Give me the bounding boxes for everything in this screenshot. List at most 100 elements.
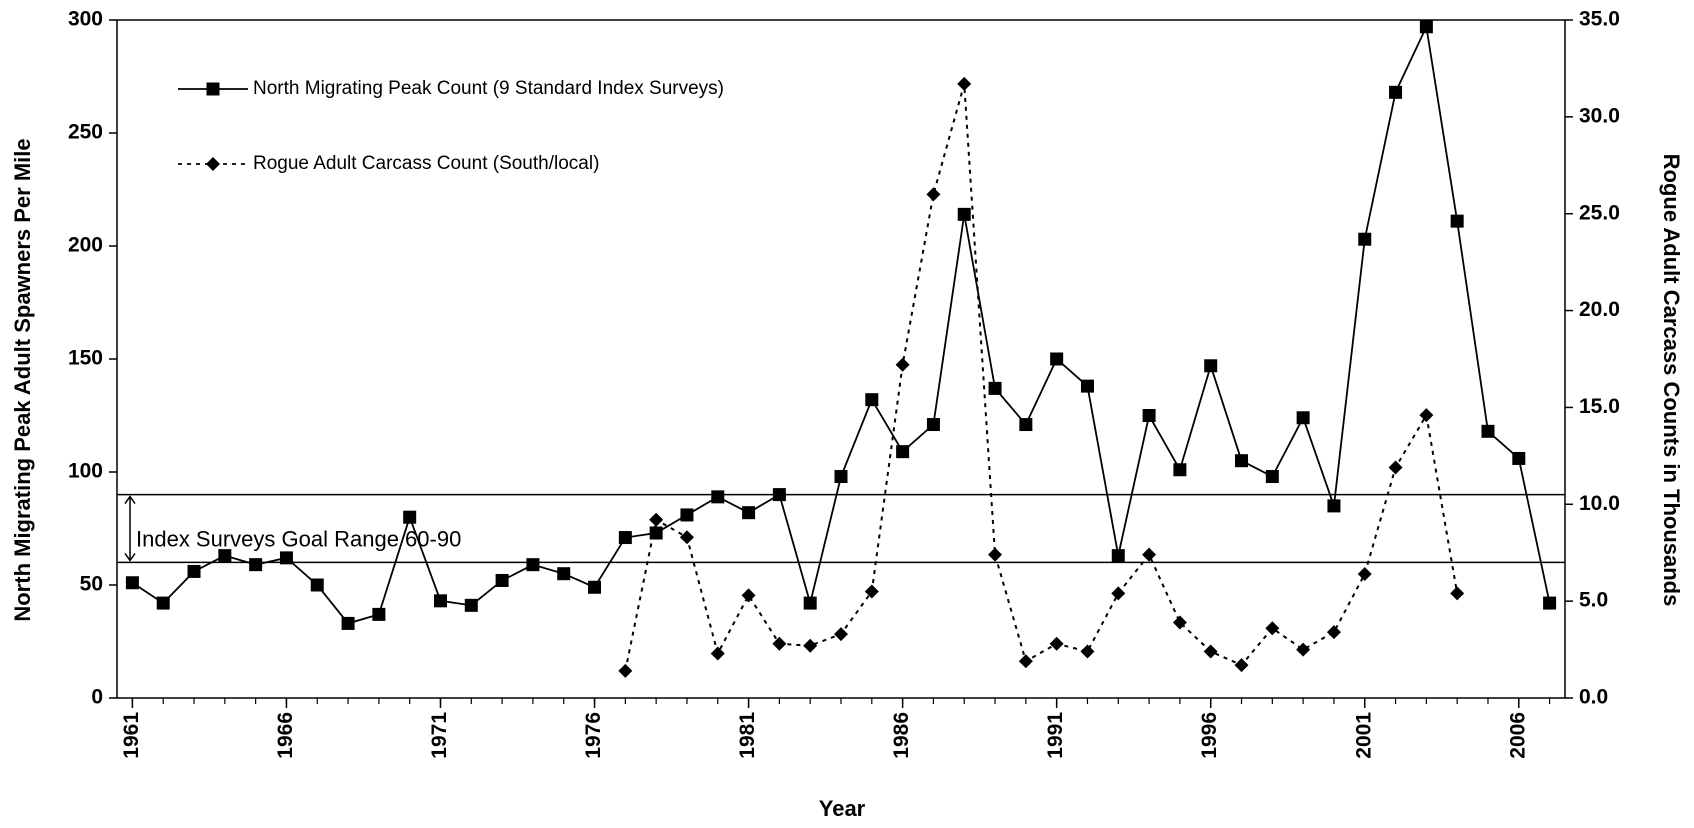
marker bbox=[926, 418, 940, 432]
marker bbox=[125, 576, 139, 590]
marker bbox=[896, 445, 910, 459]
x-tick-label: 2001 bbox=[1352, 712, 1375, 759]
marker bbox=[1142, 547, 1157, 562]
marker bbox=[372, 607, 386, 621]
marker bbox=[1296, 642, 1311, 657]
marker bbox=[1080, 644, 1095, 659]
marker bbox=[1419, 408, 1434, 423]
x-tick-label: 1971 bbox=[428, 712, 451, 759]
marker bbox=[1450, 586, 1465, 601]
y-tick-label: 300 bbox=[68, 8, 103, 31]
marker bbox=[742, 506, 756, 520]
marker bbox=[1512, 451, 1526, 465]
marker bbox=[1018, 654, 1033, 669]
annotation: Index Surveys Goal Range 60-90 bbox=[136, 526, 461, 551]
y-tick-label: 200 bbox=[68, 234, 103, 257]
x-tick-label: 2006 bbox=[1506, 712, 1529, 759]
marker bbox=[1543, 596, 1557, 610]
marker bbox=[1481, 424, 1495, 438]
marker bbox=[403, 510, 417, 524]
y-axis-title: North Migrating Peak Adult Spawners Per … bbox=[10, 138, 35, 621]
marker bbox=[1019, 418, 1033, 432]
marker bbox=[803, 596, 817, 610]
legend-label: North Migrating Peak Count (9 Standard I… bbox=[253, 78, 724, 99]
marker bbox=[1080, 379, 1094, 393]
y2-tick-label: 25.0 bbox=[1579, 201, 1620, 224]
y-tick-label: 150 bbox=[68, 347, 103, 370]
marker bbox=[926, 187, 941, 202]
y-tick-label: 50 bbox=[80, 573, 103, 596]
marker bbox=[1327, 499, 1341, 513]
y2-tick-label: 0.0 bbox=[1579, 686, 1608, 709]
plot-frame bbox=[116, 19, 1566, 699]
y-tick-label: 250 bbox=[68, 121, 103, 144]
marker bbox=[834, 470, 848, 484]
legend-marker bbox=[206, 157, 220, 171]
marker bbox=[1388, 460, 1403, 475]
x-tick-label: 1991 bbox=[1044, 712, 1067, 759]
marker bbox=[1450, 214, 1464, 228]
marker bbox=[1234, 658, 1249, 673]
legend-marker bbox=[206, 82, 220, 96]
x-tick-label: 1986 bbox=[890, 712, 913, 759]
y-tick-label: 0 bbox=[91, 686, 103, 709]
marker bbox=[680, 508, 694, 522]
marker bbox=[864, 584, 879, 599]
x-tick-label: 1981 bbox=[736, 712, 759, 759]
x-tick-label: 1961 bbox=[120, 712, 143, 759]
y2-tick-label: 15.0 bbox=[1579, 395, 1620, 418]
marker bbox=[1204, 359, 1218, 373]
x-axis-title: Year bbox=[819, 796, 866, 821]
marker bbox=[495, 573, 509, 587]
marker bbox=[1358, 232, 1372, 246]
marker bbox=[341, 616, 355, 630]
marker bbox=[957, 76, 972, 91]
marker bbox=[895, 357, 910, 372]
marker bbox=[1203, 644, 1218, 659]
marker bbox=[1265, 470, 1279, 484]
marker bbox=[156, 596, 170, 610]
marker bbox=[1235, 454, 1249, 468]
x-tick-label: 1966 bbox=[274, 712, 297, 759]
marker bbox=[433, 594, 447, 608]
y2-tick-label: 5.0 bbox=[1579, 589, 1608, 612]
goal-arrowhead bbox=[124, 495, 136, 562]
marker bbox=[464, 598, 478, 612]
marker bbox=[1049, 636, 1064, 651]
marker bbox=[1357, 567, 1372, 582]
marker bbox=[279, 551, 293, 565]
y2-axis-title: Rogue Adult Carcass Counts in Thousands bbox=[1659, 154, 1684, 607]
marker bbox=[249, 558, 263, 572]
marker bbox=[1050, 352, 1064, 366]
marker bbox=[649, 512, 664, 527]
marker bbox=[218, 549, 232, 563]
marker bbox=[618, 663, 633, 678]
marker bbox=[772, 636, 787, 651]
marker bbox=[988, 547, 1003, 562]
x-tick-label: 1996 bbox=[1198, 712, 1221, 759]
marker bbox=[1419, 20, 1433, 34]
y-tick-label: 100 bbox=[68, 460, 103, 483]
marker bbox=[741, 588, 756, 603]
marker bbox=[803, 638, 818, 653]
legend-label: Rogue Adult Carcass Count (South/local) bbox=[253, 153, 599, 174]
x-tick-label: 1976 bbox=[582, 712, 605, 759]
y2-tick-label: 10.0 bbox=[1579, 492, 1620, 515]
marker bbox=[834, 627, 848, 642]
marker bbox=[1111, 549, 1125, 563]
marker bbox=[772, 488, 786, 502]
y2-tick-label: 20.0 bbox=[1579, 298, 1620, 321]
marker bbox=[710, 646, 725, 661]
marker bbox=[1111, 586, 1126, 601]
marker bbox=[1389, 85, 1403, 99]
series-line bbox=[624, 83, 1459, 672]
marker bbox=[679, 530, 694, 545]
y2-tick-label: 30.0 bbox=[1579, 104, 1620, 127]
marker bbox=[310, 578, 324, 592]
marker bbox=[526, 558, 540, 572]
marker bbox=[1265, 621, 1280, 636]
marker bbox=[957, 207, 971, 221]
y2-tick-label: 35.0 bbox=[1579, 8, 1620, 31]
marker bbox=[711, 490, 725, 504]
marker bbox=[618, 531, 632, 545]
